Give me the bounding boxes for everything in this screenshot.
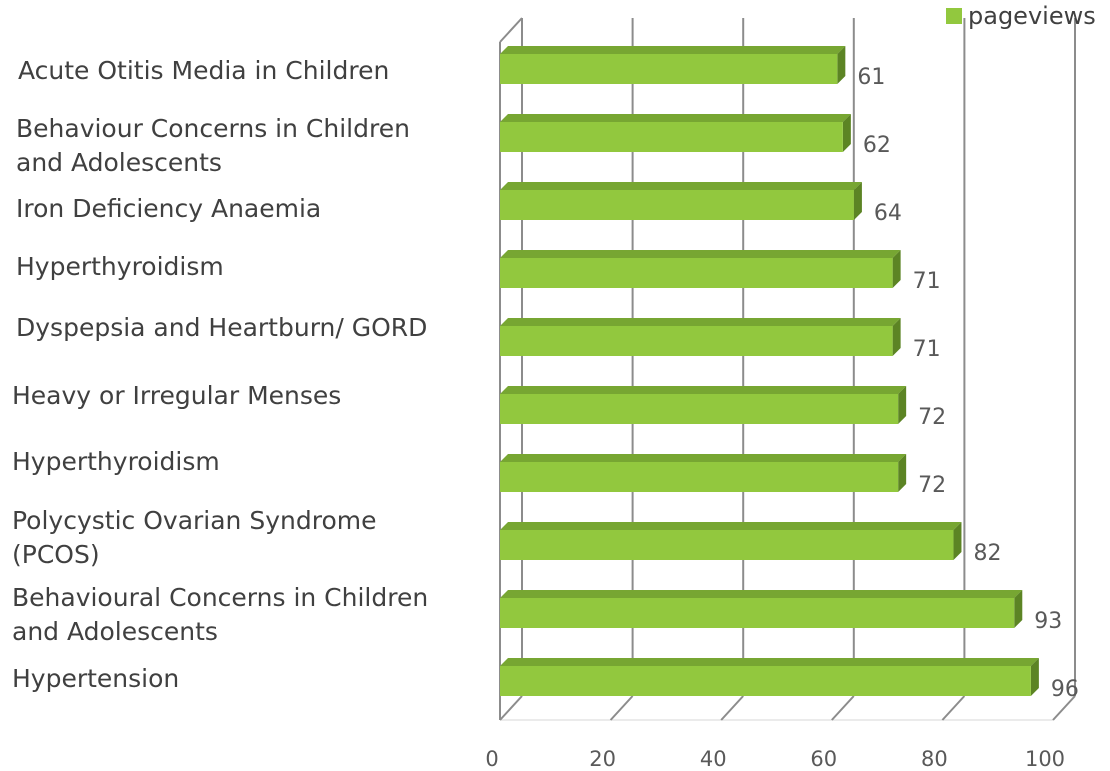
bar-front-face bbox=[500, 666, 1031, 696]
legend-swatch bbox=[946, 8, 962, 24]
data-label: 64 bbox=[874, 201, 902, 226]
category-label: Behaviour Concerns in Children and Adole… bbox=[16, 114, 410, 177]
bar-front-face bbox=[500, 122, 843, 152]
data-label: 71 bbox=[913, 337, 941, 362]
bar-top-face bbox=[500, 182, 862, 190]
bar-front-face bbox=[500, 462, 899, 492]
bar-top-face bbox=[500, 318, 901, 326]
floor-gridline bbox=[1052, 695, 1076, 721]
x-tick-label: 0 bbox=[485, 747, 498, 771]
bar-top-face bbox=[500, 454, 907, 462]
category-label: Behavioural Concerns in Children and Ado… bbox=[12, 583, 429, 646]
bar bbox=[500, 46, 846, 84]
legend: pageviews bbox=[946, 2, 1096, 30]
bar-front-face bbox=[500, 258, 893, 288]
category-label: Hyperthyroidism bbox=[12, 447, 220, 476]
data-label: 82 bbox=[973, 541, 1001, 566]
bar-side-face bbox=[1014, 590, 1023, 628]
x-tick-label: 100 bbox=[1025, 747, 1065, 771]
floor-gridline bbox=[609, 695, 634, 721]
floor-gridline bbox=[831, 695, 855, 721]
bar-front-face bbox=[500, 598, 1015, 628]
left-wall-top-edge bbox=[499, 17, 523, 43]
category-label: Iron Deficiency Anaemia bbox=[16, 194, 322, 223]
bar-side-face bbox=[892, 318, 901, 356]
data-label: 96 bbox=[1051, 677, 1079, 702]
bar bbox=[500, 590, 1023, 628]
bar bbox=[500, 522, 962, 560]
data-label: 72 bbox=[918, 473, 946, 498]
bar bbox=[500, 182, 862, 220]
x-tick-label: 80 bbox=[921, 747, 948, 771]
x-tick-label: 40 bbox=[700, 747, 727, 771]
bar-side-face bbox=[853, 182, 862, 220]
legend-label: pageviews bbox=[968, 2, 1096, 30]
bar bbox=[500, 318, 901, 356]
bar-top-face bbox=[500, 114, 851, 122]
bar-side-face bbox=[953, 522, 962, 560]
bar-top-face bbox=[500, 250, 901, 258]
bar bbox=[500, 250, 901, 288]
bar-top-face bbox=[500, 590, 1023, 598]
bar-side-face bbox=[842, 114, 851, 152]
bar-top-face bbox=[500, 658, 1039, 666]
bar bbox=[500, 386, 907, 424]
category-label: Heavy or Irregular Menses bbox=[12, 381, 342, 410]
bar-top-face bbox=[500, 386, 907, 394]
bar-side-face bbox=[898, 454, 907, 492]
x-tick-label: 20 bbox=[589, 747, 616, 771]
data-label: 61 bbox=[857, 65, 885, 90]
bar bbox=[500, 114, 851, 152]
bar-top-face bbox=[500, 46, 846, 54]
bar-front-face bbox=[500, 530, 954, 560]
data-labels: 61 62 64 71 71 72 72 82 93 96 bbox=[857, 65, 1079, 702]
x-axis-ticks: 0 20 40 60 80 100 bbox=[485, 747, 1065, 771]
bar bbox=[500, 658, 1039, 696]
category-label: Acute Otitis Media in Children bbox=[18, 56, 390, 85]
category-label: Hyperthyroidism bbox=[16, 252, 224, 281]
bar-front-face bbox=[500, 190, 854, 220]
data-label: 62 bbox=[863, 133, 891, 158]
x-tick-label: 60 bbox=[810, 747, 837, 771]
bar bbox=[500, 454, 907, 492]
floor-gridline bbox=[941, 695, 966, 721]
data-label: 93 bbox=[1034, 609, 1062, 634]
category-label: Dyspepsia and Heartburn/ GORD bbox=[16, 313, 428, 342]
category-label: Polycystic Ovarian Syndrome (PCOS) bbox=[12, 506, 377, 569]
category-label: Hypertension bbox=[12, 664, 180, 693]
bar-side-face bbox=[898, 386, 907, 424]
bar-side-face bbox=[892, 250, 901, 288]
bar-front-face bbox=[500, 326, 893, 356]
bar-side-face bbox=[1030, 658, 1039, 696]
floor-gridline bbox=[499, 695, 523, 721]
data-label: 71 bbox=[913, 269, 941, 294]
floor-gridline bbox=[720, 695, 744, 721]
bar-top-face bbox=[500, 522, 962, 530]
data-label: 72 bbox=[918, 405, 946, 430]
bar-front-face bbox=[500, 54, 838, 84]
bar-side-face bbox=[837, 46, 846, 84]
bars bbox=[500, 46, 1039, 696]
bar-front-face bbox=[500, 394, 899, 424]
